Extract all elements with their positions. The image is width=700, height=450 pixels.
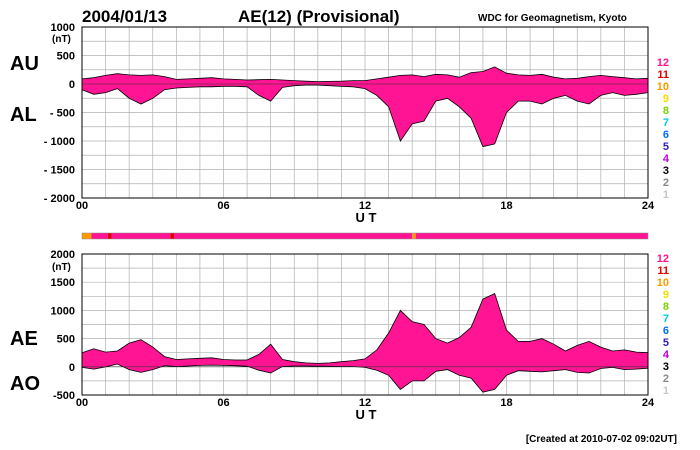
upper-ytick-label: 1000 xyxy=(51,22,75,34)
station-legend-item: 2 xyxy=(663,177,669,189)
lower-xtick-label: 00 xyxy=(76,397,88,409)
al-label: AL xyxy=(10,104,37,126)
plot-date: 2004/01/13 xyxy=(82,7,167,26)
station-count-bar xyxy=(81,232,649,240)
station-legend-item: 12 xyxy=(657,57,669,69)
upper-ytick-label: 500 xyxy=(57,51,75,63)
upper-xtick-label: 00 xyxy=(76,200,88,212)
upper-ytick-label: - 1000 xyxy=(44,136,75,148)
station-bar-segment xyxy=(82,233,92,239)
data-source: WDC for Geomagnetism, Kyoto xyxy=(478,13,627,24)
station-legend-item: 4 xyxy=(663,153,670,165)
lower-ytick-label: 0 xyxy=(69,362,75,374)
upper-ytick-label: - 500 xyxy=(50,108,75,120)
lower-xtick-label: 18 xyxy=(500,397,512,409)
station-legend-item: 2 xyxy=(663,373,669,385)
lower-ytick-label: 1500 xyxy=(51,277,75,289)
station-legend-item: 5 xyxy=(663,141,669,153)
upper-xtick-label: 06 xyxy=(217,200,229,212)
lower-xtick-label: 06 xyxy=(217,397,229,409)
upper-xtick-label: 12 xyxy=(359,200,371,212)
au-label: AU xyxy=(10,53,39,75)
station-legend-item: 12 xyxy=(657,253,669,265)
station-bar-frame xyxy=(81,232,649,240)
station-bar-segment xyxy=(415,233,648,239)
lower-xaxis-title: U T xyxy=(356,407,377,422)
station-legend-item: 7 xyxy=(663,117,669,129)
lower-ytick-label: 500 xyxy=(57,334,75,346)
station-bar-segment xyxy=(170,233,174,239)
station-legend-item: 6 xyxy=(663,325,669,337)
station-legend-item: 1 xyxy=(663,385,669,397)
plot-title: AE(12) (Provisional) xyxy=(238,7,400,26)
lower-series-ae-line xyxy=(81,292,649,364)
lower-plot-frame xyxy=(81,253,649,396)
station-legend-item: 6 xyxy=(663,129,669,141)
station-legend-item: 9 xyxy=(663,93,669,105)
station-legend-item: 5 xyxy=(663,337,669,349)
upper-unit-label: (nT) xyxy=(52,34,71,45)
station-legend-item: 10 xyxy=(657,277,669,289)
lower-ytick-label: 2000 xyxy=(51,249,75,261)
ae-label: AE xyxy=(10,328,38,350)
lower-ytick-label: -500 xyxy=(53,390,75,402)
ao-label: AO xyxy=(10,373,40,395)
upper-series-al-line xyxy=(81,84,649,148)
station-legend-item: 4 xyxy=(663,349,670,361)
station-legend-item: 7 xyxy=(663,313,669,325)
lower-unit-label: (nT) xyxy=(52,262,71,273)
upper-ytick-label: - 1500 xyxy=(44,165,75,177)
station-legend-item: 8 xyxy=(663,301,669,313)
station-legend-item: 11 xyxy=(657,69,669,81)
upper-plot-frame xyxy=(81,26,649,199)
upper-ytick-label: 0 xyxy=(69,79,75,91)
lower-filled-range xyxy=(82,293,648,393)
station-legend-item: 3 xyxy=(663,165,669,177)
station-legend-item: 10 xyxy=(657,81,669,93)
created-timestamp: [Created at 2010-07-02 09:02UT] xyxy=(526,434,677,445)
station-bar-segment xyxy=(173,233,413,239)
station-bar-segment xyxy=(91,233,108,239)
upper-series-au-line xyxy=(81,66,649,83)
station-legend-item: 3 xyxy=(663,361,669,373)
lower-xtick-label: 12 xyxy=(359,397,371,409)
upper-xtick-label: 24 xyxy=(642,200,655,212)
station-bar-segment xyxy=(107,233,112,239)
upper-ytick-label: - 2000 xyxy=(44,193,75,205)
station-legend-item: 1 xyxy=(663,189,669,201)
upper-xtick-label: 18 xyxy=(500,200,512,212)
upper-filled-range xyxy=(82,66,648,147)
lower-ytick-label: 1000 xyxy=(51,305,75,317)
station-legend-item: 9 xyxy=(663,289,669,301)
lower-xtick-label: 24 xyxy=(642,397,655,409)
station-legend-item: 8 xyxy=(663,105,669,117)
station-legend-item: 11 xyxy=(657,265,669,277)
upper-xaxis-title: U T xyxy=(356,210,377,225)
station-bar-segment xyxy=(111,233,171,239)
station-bar-segment xyxy=(412,233,416,239)
